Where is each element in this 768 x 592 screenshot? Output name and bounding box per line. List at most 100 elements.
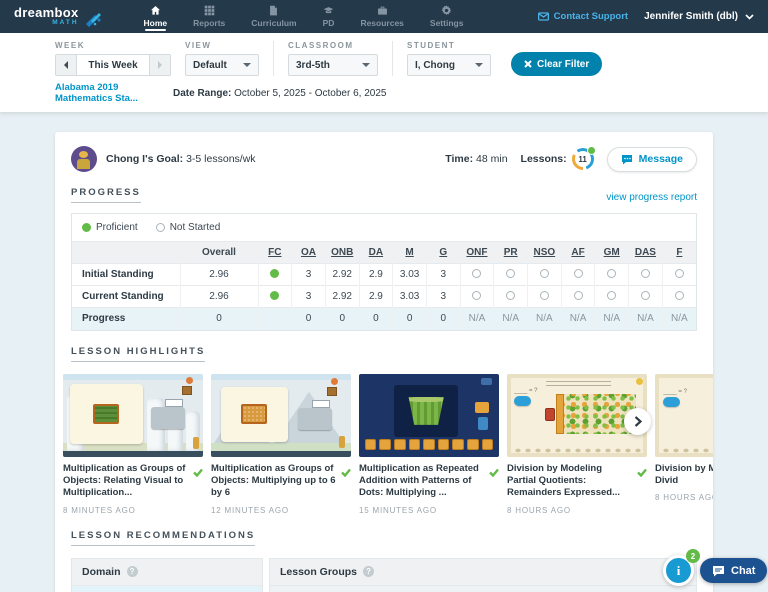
cell: 0 (358, 307, 393, 330)
pd-icon (323, 5, 334, 16)
lessons-progress-ring: 11 (571, 146, 596, 170)
week-value: This Week (76, 55, 150, 75)
cell: 2.9 (358, 285, 393, 308)
week-next-button[interactable] (150, 55, 170, 75)
column-header-onf[interactable]: ONF (459, 241, 494, 264)
caret-icon (475, 62, 483, 71)
not-started-circle-icon (607, 290, 617, 300)
nav-item-resources[interactable]: Resources (353, 0, 410, 33)
nav-item-curriculum[interactable]: Curriculum (244, 0, 303, 33)
domain-item[interactable]: Comparisons & Ordering (72, 584, 262, 592)
proficient-dot-icon (82, 223, 91, 232)
lesson-card[interactable]: Multiplication as Repeated Addition with… (359, 373, 499, 515)
lesson-highlights-title: LESSON HIGHLIGHTS (71, 346, 206, 362)
domain-header: Domain (82, 565, 121, 578)
column-header-overall: Overall (179, 241, 258, 264)
classroom-label: CLASSROOM (288, 41, 354, 50)
column-header-das[interactable]: DAS (628, 241, 663, 264)
column-header-onb[interactable]: ONB (324, 241, 360, 264)
chat-button[interactable]: Chat (700, 558, 768, 583)
clear-filter-button[interactable]: Clear Filter (511, 52, 603, 76)
lesson-card[interactable]: ____ = ? Division by Mod Quotients: Divid… (655, 373, 713, 515)
time-stat: Time: 48 min (445, 153, 508, 165)
lesson-recommendations-title: LESSON RECOMMENDATIONS (71, 530, 256, 546)
message-button[interactable]: Message (606, 146, 697, 172)
brand-name: dreambox (14, 5, 79, 21)
cell: N/A (628, 307, 663, 330)
top-nav: dreambox MATH Home Reports Curriculum PD Res… (0, 0, 768, 33)
lesson-time-ago: 8 HOURS AGO (507, 505, 571, 515)
home-icon (150, 5, 161, 16)
lesson-card[interactable]: Multiplication as Groups of Objects: Mul… (211, 373, 351, 515)
cell: N/A (459, 307, 494, 330)
lesson-thumbnail (211, 373, 351, 457)
user-menu[interactable]: Jennifer Smith (dbl) (644, 11, 754, 22)
column-header-oa[interactable]: OA (291, 241, 326, 264)
lesson-thumbnail: ____ = ? (655, 373, 713, 457)
filter-bar: WEEK This Week VIEW Default CLASSROOM 3r… (0, 33, 768, 112)
student-label: STUDENT (407, 41, 456, 50)
domain-help-icon[interactable] (126, 566, 138, 578)
lessons-stat: Lessons: 11 (521, 146, 596, 170)
lesson-time-ago: 12 MINUTES AGO (211, 505, 289, 515)
cell (628, 285, 663, 308)
lesson-thumbnail (63, 373, 203, 457)
view-progress-report-link[interactable]: view progress report (606, 192, 697, 203)
week-prev-button[interactable] (56, 55, 76, 75)
lesson-groups-help-icon[interactable] (363, 566, 375, 578)
chat-bubble-icon (621, 154, 632, 164)
carousel-next-button[interactable] (624, 407, 651, 435)
legend-item: Proficient (82, 222, 138, 233)
lesson-title: Division by Mod Quotients: Divid (655, 462, 713, 486)
nav-item-pd[interactable]: PD (316, 0, 342, 33)
nav-item-home[interactable]: Home (137, 0, 175, 33)
not-started-circle-icon (506, 268, 516, 278)
table-row: Progress 0 0 0 0 0 0 N/A N/A N/A N/A N/A N/A N/A (72, 307, 696, 330)
settings-icon (441, 5, 452, 16)
cell (661, 263, 696, 286)
standards-link[interactable]: Alabama 2019 Mathematics Sta... (55, 82, 138, 104)
lesson-groups-panel: Lesson Groups Order Numbers up to 100,00… (269, 557, 697, 592)
cell (661, 285, 696, 308)
column-header-af[interactable]: AF (560, 241, 595, 264)
cell: 3 (425, 263, 461, 286)
student-avatar (71, 146, 97, 172)
column-header-f[interactable]: F (661, 241, 696, 264)
student-select[interactable]: I, Chong (407, 54, 491, 76)
goal-met-check-icon (586, 146, 596, 155)
lesson-card[interactable]: ____ = ? Division by Modeling Partial Quo… (507, 373, 647, 515)
classroom-select[interactable]: 3rd-5th (288, 54, 378, 76)
nav-item-settings[interactable]: Settings (423, 0, 471, 33)
not-started-circle-icon (539, 268, 549, 278)
cell (628, 263, 663, 286)
contact-support-link[interactable]: Contact Support (537, 11, 628, 22)
caret-icon (243, 62, 251, 71)
cell: 2.92 (324, 285, 360, 308)
view-select[interactable]: Default (185, 54, 259, 76)
column-header-m[interactable]: M (392, 241, 427, 264)
not-started-circle-icon (506, 290, 516, 300)
lesson-card[interactable]: Multiplication as Groups of Objects: Rel… (63, 373, 203, 515)
cell (493, 285, 528, 308)
cell: 2.9 (358, 263, 393, 286)
column-header-g[interactable]: G (425, 241, 461, 264)
legend-item: Not Started (155, 222, 220, 233)
view-value: Default (193, 59, 227, 71)
column-header-fc[interactable]: FC (257, 241, 292, 264)
column-header-pr[interactable]: PR (493, 241, 528, 264)
column-header-gm[interactable]: GM (594, 241, 629, 264)
cell: 3 (425, 285, 461, 308)
cell: N/A (560, 307, 595, 330)
cell (257, 285, 292, 308)
column-header-da[interactable]: DA (358, 241, 393, 264)
cell (459, 263, 494, 286)
column-header-nso[interactable]: NSO (527, 241, 562, 264)
dreambox-logo[interactable]: dreambox MATH (14, 6, 103, 27)
proficient-dot-icon (270, 290, 280, 300)
resources-icon (377, 5, 388, 16)
classroom-value: 3rd-5th (296, 59, 330, 71)
cell (560, 263, 595, 286)
cell: N/A (527, 307, 562, 330)
nav-item-reports[interactable]: Reports (186, 0, 232, 33)
